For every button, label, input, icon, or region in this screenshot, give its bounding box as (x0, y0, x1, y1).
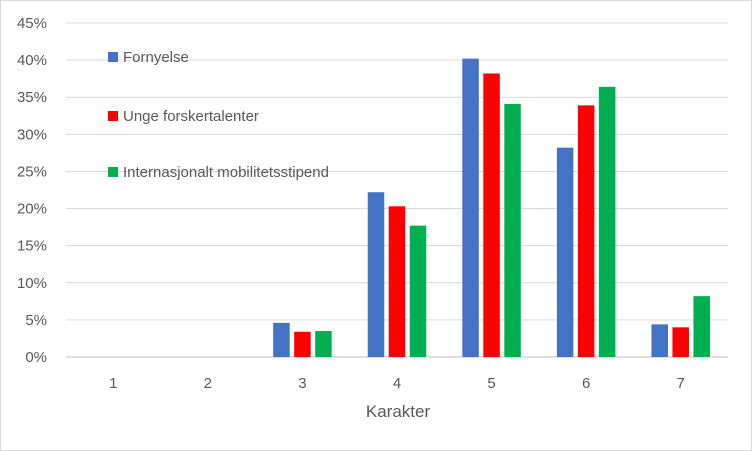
legend-label: Internasjonalt mobilitetsstipend (123, 164, 329, 181)
bar-fornyelse-6 (556, 147, 574, 357)
bar-unge-forskertalenter-5 (483, 73, 500, 358)
x-axis-title: Karakter (366, 402, 431, 421)
y-axis-ticks: 0% 5% 10% 15% 20% 25% 30% 35% 40% 45% (17, 15, 47, 366)
bar-unge-forskertalenter-3 (294, 331, 311, 357)
y-tick-label: 45% (17, 15, 47, 32)
bar-unge-forskertalenter-6 (577, 105, 595, 358)
gridlines (66, 22, 728, 358)
y-tick-label: 10% (17, 275, 47, 292)
legend-label: Fornyelse (123, 49, 189, 66)
x-axis-ticks: 1 2 3 4 5 6 7 (109, 375, 685, 392)
x-tick-label: 4 (393, 375, 401, 392)
bar-unge-forskertalenter-7 (672, 327, 689, 357)
y-tick-label: 20% (17, 201, 47, 218)
legend-swatch (108, 111, 118, 121)
legend-label: Unge forskertalenter (123, 108, 259, 125)
y-tick-label: 0% (25, 349, 47, 366)
y-tick-label: 25% (17, 163, 47, 180)
bar-unge-forskertalenter-4 (388, 206, 406, 357)
x-tick-label: 3 (298, 375, 306, 392)
bar-fornyelse-3 (273, 322, 290, 357)
bar-fornyelse-7 (651, 324, 668, 357)
bars (273, 58, 710, 358)
bar-fornyelse-4 (367, 192, 385, 357)
x-tick-label: 2 (204, 375, 212, 392)
x-tick-label: 5 (487, 375, 495, 392)
x-tick-label: 1 (109, 375, 117, 392)
legend: Fornyelse Unge forskertalenter Internasjon… (108, 49, 329, 181)
y-tick-label: 15% (17, 238, 47, 255)
y-tick-label: 5% (25, 312, 47, 329)
x-tick-label: 7 (677, 375, 685, 392)
bar-internasjonalt-mobilitetsstipend-3 (315, 331, 332, 357)
legend-swatch (108, 52, 118, 62)
bar-fornyelse-5 (462, 58, 479, 357)
legend-swatch (108, 167, 118, 177)
bar-internasjonalt-mobilitetsstipend-6 (598, 86, 616, 357)
y-tick-label: 40% (17, 52, 47, 69)
bar-internasjonalt-mobilitetsstipend-5 (504, 103, 521, 357)
x-tick-label: 6 (582, 375, 590, 392)
bar-internasjonalt-mobilitetsstipend-7 (693, 296, 710, 357)
y-tick-label: 35% (17, 89, 47, 106)
y-tick-label: 30% (17, 126, 47, 143)
bar-internasjonalt-mobilitetsstipend-4 (409, 225, 427, 357)
